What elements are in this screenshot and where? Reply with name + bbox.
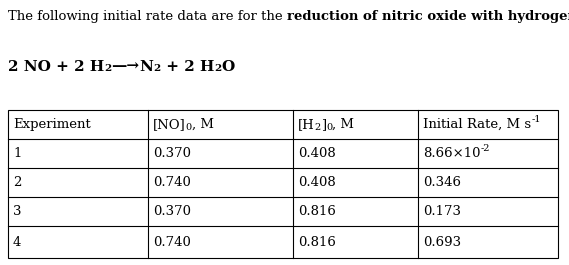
Text: 0.173: 0.173 — [423, 205, 461, 218]
Text: 2: 2 — [214, 64, 221, 73]
Text: 2: 2 — [315, 123, 321, 132]
Text: 0.408: 0.408 — [298, 147, 336, 160]
Text: 0.408: 0.408 — [298, 176, 336, 189]
Text: 0.740: 0.740 — [153, 236, 191, 249]
Text: 2 NO + 2 H: 2 NO + 2 H — [8, 60, 104, 74]
Text: 0.740: 0.740 — [153, 176, 191, 189]
Text: 0: 0 — [185, 123, 192, 132]
Text: 0.693: 0.693 — [423, 236, 461, 249]
Text: ]: ] — [321, 118, 326, 131]
Text: The following initial rate data are for the: The following initial rate data are for … — [8, 10, 287, 23]
Text: 2: 2 — [154, 64, 161, 73]
Text: 1: 1 — [13, 147, 22, 160]
Text: + 2 H: + 2 H — [161, 60, 214, 74]
Text: 0.816: 0.816 — [298, 236, 336, 249]
Text: 0.370: 0.370 — [153, 147, 191, 160]
Text: 0: 0 — [326, 123, 332, 132]
Text: [NO]: [NO] — [153, 118, 185, 131]
Text: N: N — [139, 60, 154, 74]
Text: , M: , M — [332, 118, 354, 131]
Text: -2: -2 — [480, 144, 490, 153]
Text: 2: 2 — [13, 176, 22, 189]
Text: Experiment: Experiment — [13, 118, 90, 131]
Text: O: O — [221, 60, 234, 74]
Text: 0.816: 0.816 — [298, 205, 336, 218]
Text: [H: [H — [298, 118, 315, 131]
Text: 2: 2 — [104, 64, 112, 73]
Text: 8.66×10: 8.66×10 — [423, 147, 480, 160]
Text: 0.370: 0.370 — [153, 205, 191, 218]
Text: —→: —→ — [112, 60, 139, 74]
Text: Initial Rate, M s: Initial Rate, M s — [423, 118, 531, 131]
Bar — [8, 110, 558, 258]
Text: reduction of nitric oxide with hydrogen: reduction of nitric oxide with hydrogen — [287, 10, 569, 23]
Text: 4: 4 — [13, 236, 22, 249]
Text: , M: , M — [192, 118, 214, 131]
Text: -1: -1 — [531, 115, 541, 124]
Text: 3: 3 — [13, 205, 22, 218]
Text: 0.346: 0.346 — [423, 176, 461, 189]
